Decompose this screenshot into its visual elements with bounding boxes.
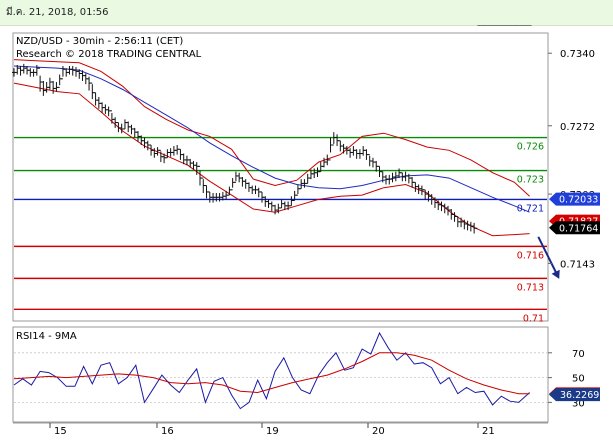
level-label-3: 0.716	[517, 250, 544, 261]
last-value-tag-bg	[549, 221, 600, 235]
price-plot: 0.726 0.723 0.721 0.716 0.713 0.71	[12, 25, 560, 324]
chart-area: NZD/USD - 30min - 2:56:11 (CET) Research…	[12, 25, 600, 437]
rsi-last-value-tag-blue: 36.2269	[549, 388, 600, 402]
rsi-plot	[13, 331, 547, 410]
x-tick-label: 21	[482, 426, 495, 437]
chart-subtitle: Research © 2018 TRADING CENTRAL	[16, 49, 202, 60]
date-time-label: มี.ค. 21, 2018, 01:56	[6, 7, 109, 18]
top-bar: มี.ค. 21, 2018, 01:56	[0, 0, 613, 26]
x-tick-label: 16	[161, 426, 174, 437]
last-value-tag-blue: 0.72033	[549, 192, 600, 206]
level-label-4: 0.713	[517, 282, 544, 293]
price-tick-label: 0.7272	[560, 122, 595, 133]
x-tick-label: 15	[54, 426, 67, 437]
level-label-2: 0.721	[517, 203, 544, 214]
rsi-tick-label: 30	[572, 398, 585, 409]
series-moving-average	[13, 65, 530, 213]
price-tick-label: 0.7340	[560, 49, 595, 60]
price-axis: 0.73400.72720.72080.71430.720330.718270.…	[548, 49, 600, 270]
x-tick-label: 19	[266, 426, 279, 437]
chart-title: NZD/USD - 30min - 2:56:11 (CET)	[16, 36, 183, 47]
last-value-tag-bg	[549, 192, 600, 206]
x-tick-label: 20	[372, 426, 385, 437]
level-label-1: 0.723	[517, 175, 544, 186]
level-label-5: 0.71	[523, 313, 544, 324]
rsi-title: RSI14 - 9MA	[16, 331, 77, 342]
price-tick-label: 0.7143	[560, 259, 595, 270]
rsi-panel-frame	[12, 326, 549, 423]
series-rsi-ma	[13, 352, 530, 395]
forecast-arrow-shaft	[537, 236, 559, 277]
rsi-last-value-tag-bg	[549, 388, 600, 402]
series-bollinger-upper	[13, 59, 530, 197]
rsi-tick-label: 50	[572, 374, 585, 385]
last-value-tag-text: 0.71764	[559, 223, 598, 234]
level-label-0: 0.726	[517, 142, 544, 153]
price-panel-frame	[12, 32, 549, 322]
x-axis: 15 16 19 20 21	[13, 422, 548, 437]
price-bar	[475, 25, 480, 229]
last-value-tag-text: 0.72033	[559, 195, 598, 206]
rsi-last-value-tag-text: 36.2269	[560, 390, 599, 401]
forecast-arrow-head	[551, 269, 560, 279]
rsi-tick-label: 70	[572, 349, 585, 360]
series-rsi	[13, 331, 530, 410]
last-value-tag-black: 0.71764	[549, 221, 600, 235]
